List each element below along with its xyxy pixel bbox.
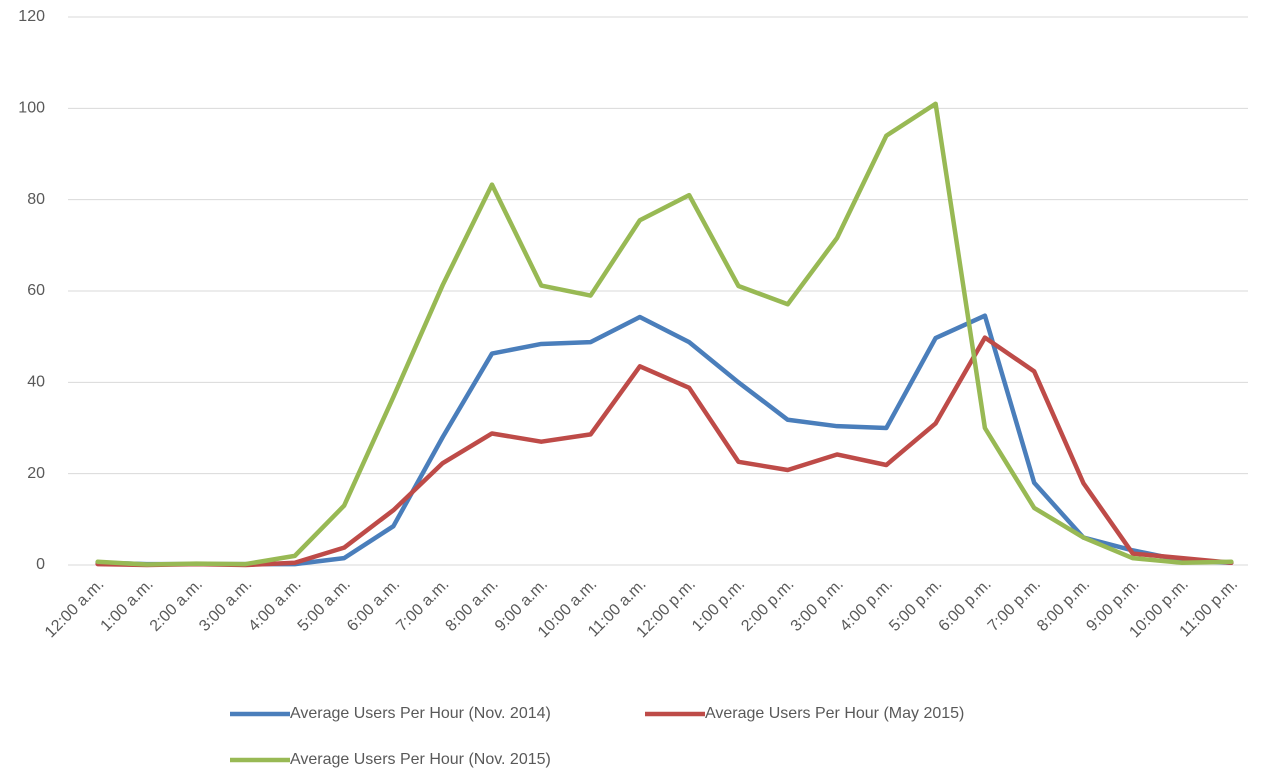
x-tick-label: 4:00 p.m. <box>837 576 896 635</box>
series-line <box>95 335 1234 568</box>
y-tick-label: 0 <box>36 556 45 573</box>
x-tick-label: 5:00 p.m. <box>886 576 945 635</box>
x-tick-label: 5:00 a.m. <box>295 576 354 635</box>
y-tick-label: 20 <box>27 465 45 482</box>
y-tick-label: 60 <box>27 282 45 299</box>
x-tick-label: 7:00 a.m. <box>393 576 452 635</box>
y-tick-label: 100 <box>18 100 45 117</box>
y-tick-label: 40 <box>27 374 45 391</box>
x-tick-label: 1:00 a.m. <box>98 576 157 635</box>
x-tick-label: 3:00 p.m. <box>788 576 847 635</box>
legend-label: Average Users Per Hour (Nov. 2014) <box>290 705 551 722</box>
y-tick-label: 120 <box>18 8 45 25</box>
x-tick-label: 12:00 a.m. <box>42 576 107 641</box>
x-tick-label: 7:00 p.m. <box>985 576 1044 635</box>
series-line <box>95 101 1234 567</box>
legend-label: Average Users Per Hour (Nov. 2015) <box>290 751 551 768</box>
legend-label: Average Users Per Hour (May 2015) <box>705 705 964 722</box>
x-tick-label: 6:00 a.m. <box>344 576 403 635</box>
x-tick-label: 1:00 p.m. <box>689 576 748 635</box>
x-tick-label: 3:00 a.m. <box>196 576 255 635</box>
x-tick-label: 6:00 p.m. <box>936 576 995 635</box>
x-tick-label: 8:00 a.m. <box>443 576 502 635</box>
x-tick-label: 4:00 a.m. <box>245 576 304 635</box>
y-tick-label: 80 <box>27 191 45 208</box>
x-tick-label: 8:00 p.m. <box>1034 576 1093 635</box>
x-tick-label: 2:00 p.m. <box>738 576 797 635</box>
x-tick-label: 2:00 a.m. <box>147 576 206 635</box>
